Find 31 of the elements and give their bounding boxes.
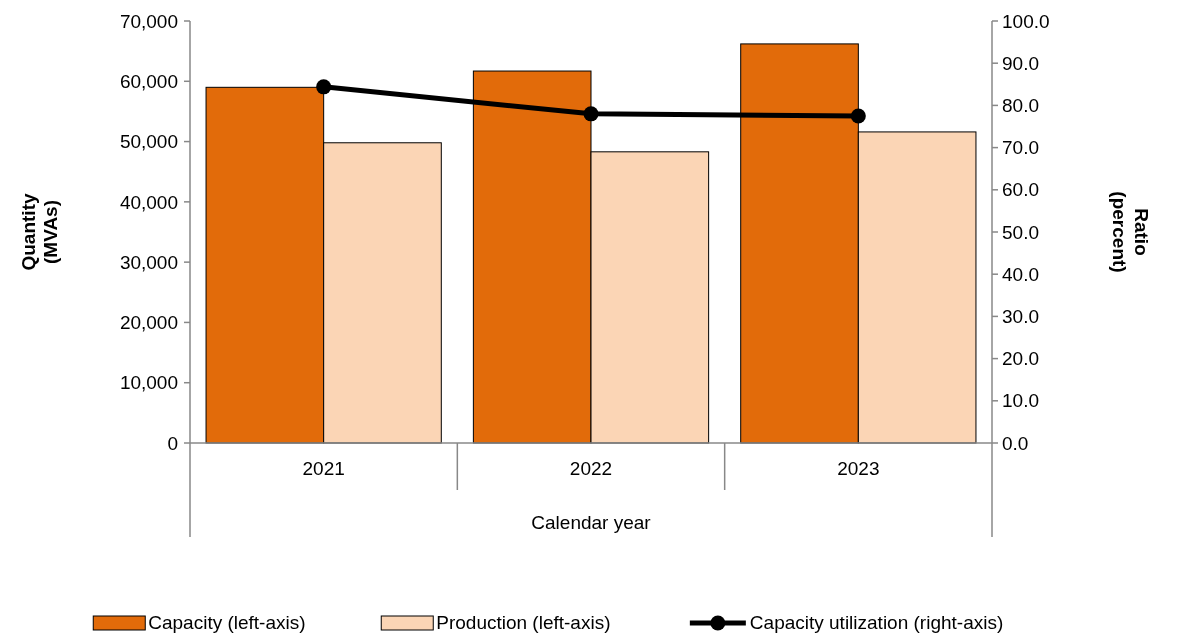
point	[316, 79, 332, 95]
point	[850, 108, 866, 124]
y2-tick-label: 20.0	[1002, 348, 1039, 370]
y2-tick-label: 0.0	[1002, 432, 1029, 454]
y-tick-label: 10,000	[119, 372, 178, 394]
y-tick-label: 0	[167, 432, 178, 454]
x-tick-label: 2022	[569, 458, 613, 479]
y2-tick-label: 60.0	[1002, 179, 1039, 201]
legend-label: Production (left-axis)	[436, 612, 611, 633]
x-tick-label: 2023	[837, 458, 880, 479]
x-tick-label: 2021	[302, 458, 345, 479]
y-tick-label: 60,000	[119, 70, 178, 92]
y-tick-label: 50,000	[119, 131, 178, 153]
legend-label: Capacity utilization (right-axis)	[749, 612, 1004, 633]
point	[583, 106, 599, 122]
y-tick-label: 40,000	[119, 191, 178, 213]
y2-tick-label: 90.0	[1002, 52, 1039, 74]
y-tick-label: 30,000	[119, 251, 178, 273]
y2-tick-label: 70.0	[1002, 137, 1039, 159]
y-axis-title: Quantity (MVAs)	[18, 193, 61, 271]
y2-axis-title: Ratio (percent)	[1109, 191, 1152, 273]
y-tick-label: 70,000	[119, 10, 178, 32]
y2-tick-label: 100.0	[1002, 10, 1050, 32]
y2-tick-label: 30.0	[1002, 306, 1039, 328]
y2-tick-label: 50.0	[1002, 221, 1039, 243]
y-tick-label: 20,000	[119, 312, 178, 334]
y2-tick-label: 40.0	[1002, 263, 1039, 285]
x-axis-title: Calendar year	[531, 512, 652, 533]
y2-tick-label: 80.0	[1002, 95, 1039, 117]
legend-label: Capacity (left-axis)	[148, 612, 306, 633]
y2-tick-label: 10.0	[1002, 390, 1039, 412]
